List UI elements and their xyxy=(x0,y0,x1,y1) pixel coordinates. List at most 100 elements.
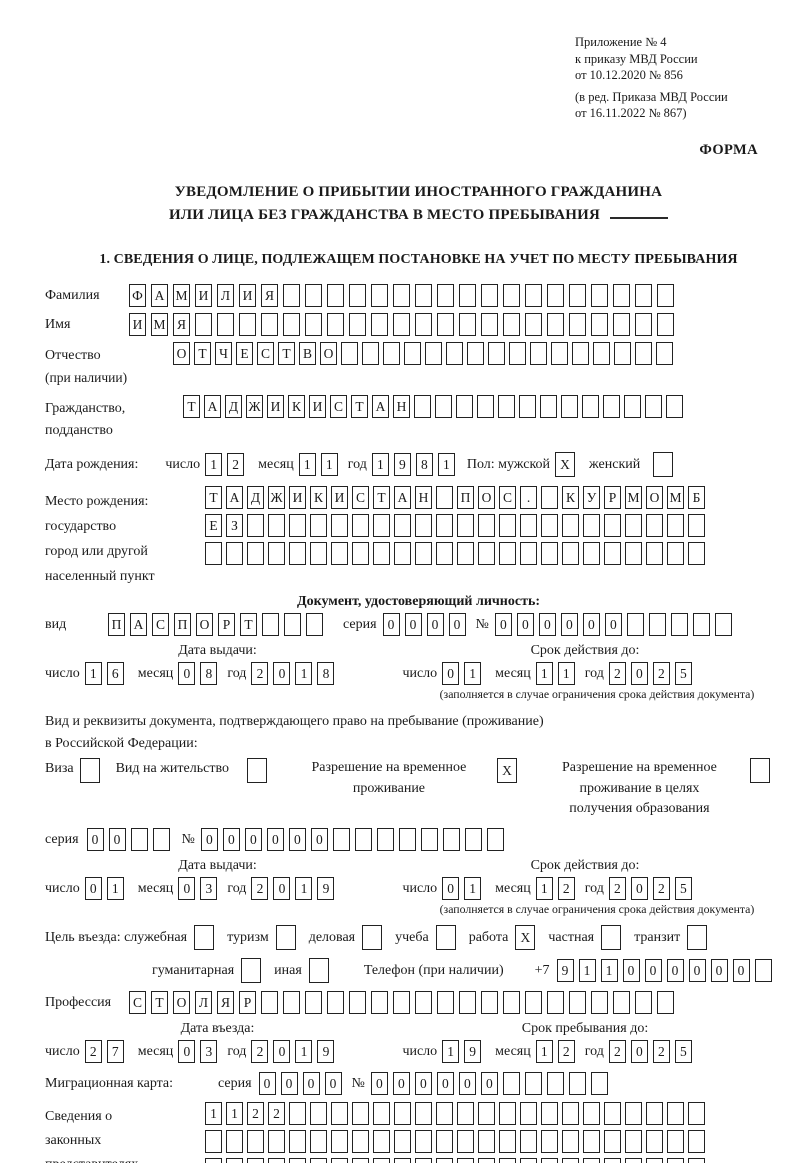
char-cell[interactable]: Д xyxy=(225,395,242,418)
char-cell[interactable] xyxy=(289,1130,306,1154)
char-cell[interactable] xyxy=(394,1102,411,1126)
char-cell[interactable] xyxy=(613,284,630,307)
char-cell[interactable]: Е xyxy=(205,514,222,537)
char-cell[interactable] xyxy=(205,1130,222,1154)
char-cell[interactable]: Р xyxy=(218,613,235,636)
char-cell[interactable] xyxy=(352,1102,369,1126)
char-cell[interactable]: 1 xyxy=(226,1102,243,1126)
char-cell[interactable]: 2 xyxy=(247,1102,264,1126)
char-cell[interactable]: 0 xyxy=(392,1072,410,1096)
char-cell[interactable] xyxy=(499,1130,516,1154)
char-cell[interactable] xyxy=(562,1102,579,1126)
char-cell[interactable]: 2 xyxy=(268,1102,285,1126)
char-cell[interactable]: 0 xyxy=(458,1072,476,1096)
char-cell[interactable] xyxy=(415,1130,432,1154)
char-cell[interactable] xyxy=(152,828,170,852)
char-cell[interactable] xyxy=(603,395,620,418)
char-cell[interactable] xyxy=(591,284,608,307)
char-cell[interactable] xyxy=(688,1158,705,1163)
char-cell[interactable] xyxy=(247,1158,264,1163)
char-cell[interactable] xyxy=(503,313,520,336)
char-cell[interactable] xyxy=(331,1130,348,1154)
char-cell[interactable]: О xyxy=(478,486,495,509)
char-cell[interactable]: 0 xyxy=(86,828,104,852)
char-cell[interactable] xyxy=(653,452,674,477)
char-cell[interactable] xyxy=(352,514,369,537)
char-cell[interactable]: О xyxy=(646,486,663,509)
char-cell[interactable]: И xyxy=(129,313,146,336)
char-cell[interactable] xyxy=(667,1130,684,1154)
char-cell[interactable] xyxy=(308,958,329,984)
char-cell[interactable] xyxy=(289,514,306,537)
char-cell[interactable] xyxy=(749,758,770,784)
char-cell[interactable] xyxy=(688,1102,705,1126)
char-cell[interactable]: Т xyxy=(240,613,257,636)
char-cell[interactable] xyxy=(393,284,410,307)
char-cell[interactable] xyxy=(591,313,608,336)
char-cell[interactable]: 0 xyxy=(266,828,284,852)
char-cell[interactable] xyxy=(305,313,322,336)
char-cell[interactable] xyxy=(754,959,772,983)
char-cell[interactable]: 0 xyxy=(516,613,534,636)
char-cell[interactable]: 0 xyxy=(273,1040,291,1064)
char-cell[interactable] xyxy=(310,1102,327,1126)
char-cell[interactable] xyxy=(459,313,476,336)
char-cell[interactable]: И xyxy=(309,395,326,418)
char-cell[interactable] xyxy=(657,284,674,307)
char-cell[interactable] xyxy=(688,514,705,537)
char-cell[interactable] xyxy=(625,514,642,537)
char-cell[interactable]: 0 xyxy=(426,613,444,636)
char-cell[interactable] xyxy=(625,1102,642,1126)
char-cell[interactable] xyxy=(268,514,285,537)
char-cell[interactable]: 0 xyxy=(442,662,460,685)
char-cell[interactable] xyxy=(541,542,558,565)
char-cell[interactable] xyxy=(530,342,547,365)
char-cell[interactable] xyxy=(289,542,306,565)
char-cell[interactable] xyxy=(625,542,642,565)
char-cell[interactable] xyxy=(371,991,388,1015)
char-cell[interactable] xyxy=(435,395,452,418)
char-cell[interactable]: 0 xyxy=(442,877,460,901)
char-cell[interactable] xyxy=(590,1072,608,1096)
char-cell[interactable] xyxy=(437,991,454,1015)
char-cell[interactable] xyxy=(327,991,344,1015)
char-cell[interactable] xyxy=(442,828,460,852)
char-cell[interactable] xyxy=(541,514,558,537)
char-cell[interactable] xyxy=(541,486,558,509)
char-cell[interactable] xyxy=(349,991,366,1015)
char-cell[interactable] xyxy=(481,991,498,1015)
char-cell[interactable] xyxy=(331,514,348,537)
char-cell[interactable] xyxy=(247,542,264,565)
char-cell[interactable] xyxy=(425,342,442,365)
char-cell[interactable] xyxy=(246,758,267,784)
char-cell[interactable] xyxy=(306,613,323,636)
char-cell[interactable] xyxy=(648,613,666,636)
char-cell[interactable]: 1 xyxy=(578,959,596,983)
char-cell[interactable]: 0 xyxy=(222,828,240,852)
char-cell[interactable] xyxy=(456,395,473,418)
char-cell[interactable]: 8 xyxy=(200,662,218,685)
char-cell[interactable]: 0 xyxy=(273,662,291,685)
char-cell[interactable]: 0 xyxy=(310,828,328,852)
char-cell[interactable] xyxy=(657,991,674,1015)
char-cell[interactable] xyxy=(635,991,652,1015)
char-cell[interactable]: 0 xyxy=(710,959,728,983)
char-cell[interactable] xyxy=(420,828,438,852)
char-cell[interactable]: Ф xyxy=(129,284,146,307)
char-cell[interactable] xyxy=(349,284,366,307)
char-cell[interactable]: 1 xyxy=(464,877,482,901)
char-cell[interactable]: Р xyxy=(239,991,256,1015)
char-cell[interactable] xyxy=(289,1158,306,1163)
char-cell[interactable]: X xyxy=(496,758,517,784)
char-cell[interactable]: Н xyxy=(393,395,410,418)
char-cell[interactable] xyxy=(247,514,264,537)
char-cell[interactable]: 0 xyxy=(630,877,648,901)
char-cell[interactable]: С xyxy=(152,613,169,636)
char-cell[interactable] xyxy=(591,991,608,1015)
char-cell[interactable] xyxy=(670,613,688,636)
char-cell[interactable]: 0 xyxy=(560,613,578,636)
char-cell[interactable]: 0 xyxy=(370,1072,388,1096)
char-cell[interactable] xyxy=(547,991,564,1015)
char-cell[interactable] xyxy=(457,542,474,565)
char-cell[interactable]: Т xyxy=(373,486,390,509)
